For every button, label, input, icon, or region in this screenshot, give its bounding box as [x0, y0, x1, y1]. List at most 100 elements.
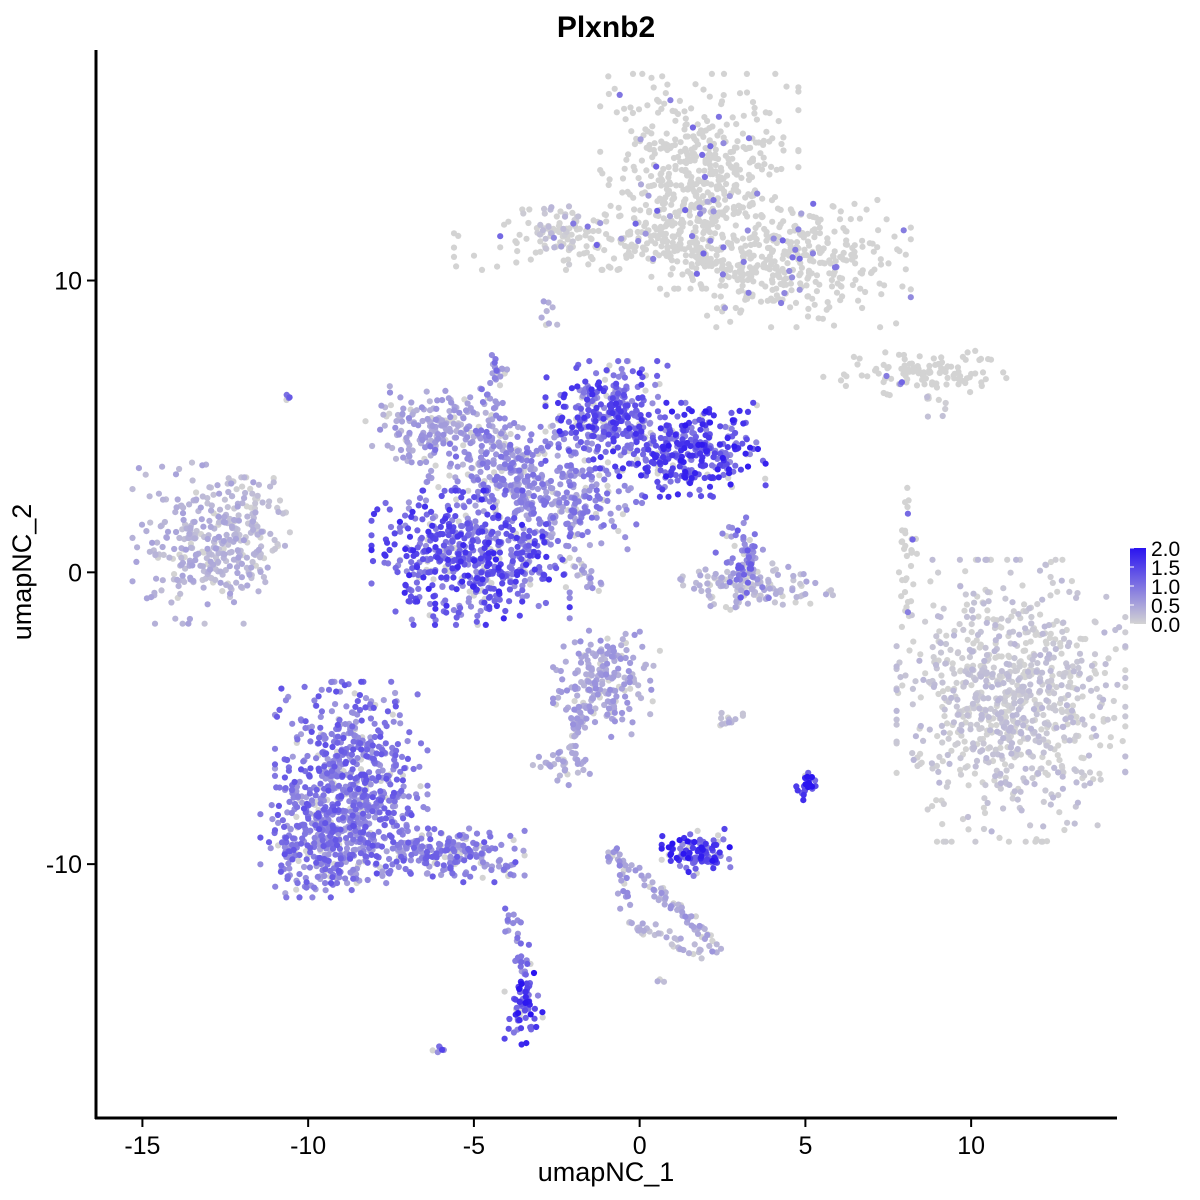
data-point — [615, 665, 622, 672]
data-point — [974, 631, 982, 639]
data-point — [693, 265, 700, 272]
data-point — [939, 758, 946, 765]
data-point — [917, 651, 924, 658]
data-point — [539, 1014, 546, 1021]
data-point — [569, 238, 576, 245]
data-point — [537, 221, 544, 228]
data-point — [968, 370, 975, 378]
data-point — [773, 292, 781, 299]
data-point — [1063, 702, 1070, 709]
data-point — [885, 260, 892, 267]
data-point — [446, 440, 453, 447]
data-point — [388, 678, 395, 685]
data-point — [1073, 732, 1080, 739]
data-point — [146, 548, 153, 555]
data-point — [746, 235, 753, 242]
data-point — [804, 313, 812, 320]
data-point — [1011, 690, 1018, 697]
data-point — [971, 744, 978, 751]
data-point — [424, 478, 431, 485]
data-point — [1073, 779, 1080, 786]
data-point — [929, 803, 936, 810]
data-point — [193, 489, 200, 496]
data-point — [282, 697, 289, 704]
data-point — [671, 141, 679, 149]
data-point — [917, 722, 924, 730]
data-point — [830, 322, 838, 329]
data-point — [772, 70, 779, 77]
data-point — [746, 159, 754, 166]
data-point — [607, 264, 614, 271]
data-point — [545, 223, 552, 230]
data-point — [535, 516, 543, 523]
data-point — [982, 707, 989, 714]
data-point — [389, 711, 396, 718]
data-point — [664, 243, 671, 250]
data-point — [447, 428, 454, 435]
data-point — [1031, 652, 1038, 659]
data-point — [587, 641, 594, 648]
data-point — [736, 90, 744, 97]
data-point — [682, 913, 689, 920]
data-point — [991, 648, 998, 655]
data-point — [663, 291, 670, 298]
data-point — [883, 372, 890, 380]
data-point — [898, 538, 905, 546]
data-point — [665, 170, 673, 177]
data-point — [795, 84, 802, 91]
data-point — [429, 1047, 436, 1054]
data-point — [1036, 678, 1043, 685]
data-point — [604, 660, 611, 667]
data-point — [479, 859, 487, 866]
data-point — [542, 235, 549, 242]
data-point — [957, 755, 964, 762]
data-point — [944, 751, 951, 759]
data-point — [647, 711, 654, 718]
data-point — [723, 121, 730, 128]
data-point — [753, 439, 760, 446]
data-point — [944, 374, 951, 381]
data-point — [1059, 785, 1066, 792]
data-point — [1102, 661, 1109, 668]
data-point — [1107, 734, 1114, 741]
data-point — [129, 578, 136, 585]
data-point — [819, 315, 827, 322]
data-point — [953, 703, 960, 710]
data-point — [727, 264, 734, 271]
data-point — [1015, 676, 1022, 684]
data-point — [724, 568, 731, 576]
data-point — [460, 442, 467, 449]
data-point — [178, 554, 185, 561]
data-point — [1027, 638, 1034, 645]
data-point — [645, 255, 652, 262]
data-point — [976, 705, 983, 712]
data-point — [998, 668, 1005, 675]
data-point — [660, 141, 668, 148]
data-point — [639, 70, 646, 77]
data-point — [802, 591, 809, 598]
data-point — [219, 588, 226, 595]
data-point — [719, 234, 727, 241]
data-point — [575, 650, 582, 657]
data-point — [910, 756, 917, 764]
data-point — [798, 264, 806, 271]
data-point — [1029, 753, 1036, 760]
data-point — [434, 860, 441, 868]
data-point — [1004, 556, 1011, 563]
data-point — [992, 773, 999, 780]
data-point — [651, 893, 658, 900]
data-point — [634, 228, 641, 236]
data-point — [681, 158, 688, 165]
data-point — [795, 88, 802, 95]
data-point — [482, 450, 489, 458]
data-point — [542, 245, 549, 252]
data-point — [806, 242, 813, 249]
data-point — [951, 375, 958, 382]
data-point — [624, 893, 632, 900]
data-point — [558, 688, 565, 696]
data-point — [554, 490, 562, 497]
data-point — [717, 282, 724, 289]
data-point — [688, 239, 695, 246]
data-point — [1080, 755, 1087, 762]
data-point — [545, 320, 553, 327]
